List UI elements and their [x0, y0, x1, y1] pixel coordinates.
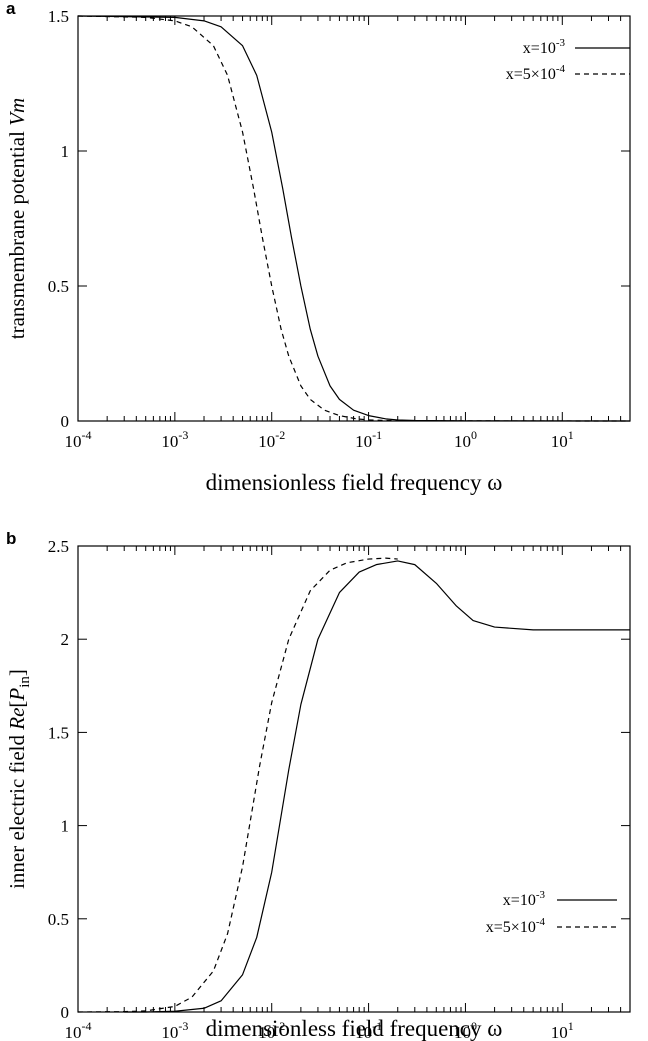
y-axis-label-subscript: in — [17, 676, 33, 688]
y-axis-label-symbol: Re — [5, 708, 29, 731]
x-tick-exponent: -4 — [82, 428, 92, 442]
x-axis-label: dimensionless field frequency ω — [206, 470, 503, 495]
y-tick-label: 1 — [61, 817, 70, 836]
y-tick-label: 0.5 — [48, 277, 69, 296]
legend-label-text: x=5×10 — [486, 919, 536, 936]
series-line-solid — [77, 15, 631, 422]
x-tick-label: 100 — [454, 428, 477, 451]
x-tick-exponent: 0 — [471, 428, 477, 442]
x-tick-base: 10 — [454, 432, 471, 451]
legend-label: x=5×10-4 — [506, 63, 566, 83]
y-axis-label-symbol-p: P — [5, 688, 29, 702]
panel-a-transmembrane-potential-chart: a00.511.510-4 10-3 10-2 10-1 100 101dimension… — [5, 0, 631, 495]
x-tick-label: 10-3 — [161, 428, 188, 451]
x-tick-exponent: 0 — [471, 1019, 477, 1033]
y-axis-label-text: transmembrane potential — [5, 126, 29, 339]
y-tick-label: 0 — [61, 1003, 70, 1022]
y-axis-label: transmembrane potential Vm — [5, 98, 29, 339]
legend-label-text: x=10 — [503, 892, 536, 909]
legend-label-exponent: -3 — [536, 889, 546, 901]
legend-label-text: x=5×10 — [506, 66, 556, 83]
y-axis-label-bracket: [ — [5, 701, 29, 708]
y-tick-label: 1 — [61, 142, 70, 161]
x-tick-base: 10 — [355, 432, 372, 451]
x-tick-exponent: -4 — [82, 1019, 92, 1033]
x-tick-exponent: 1 — [568, 428, 574, 442]
y-axis-label-symbol: Vm — [5, 98, 29, 126]
y-axis-label: inner electric field Re[Pin] — [5, 669, 33, 889]
x-tick-label: 10-2 — [258, 428, 285, 451]
x-tick-label: 101 — [551, 1019, 574, 1041]
x-tick-base: 10 — [551, 1023, 568, 1041]
x-tick-base: 10 — [355, 1023, 372, 1041]
x-tick-label: 10-3 — [161, 1019, 188, 1041]
x-tick-base: 10 — [65, 432, 82, 451]
panel-b-inner-electric-field-chart: b00.511.522.510-4 10-3 10-2 10-1 100 101dimen… — [5, 529, 631, 1041]
legend-label-exponent: -4 — [536, 916, 546, 928]
x-tick-exponent: 1 — [568, 1019, 574, 1033]
x-axis-label: dimensionless field frequency ω — [206, 1016, 503, 1041]
legend-label: x=5×10-4 — [486, 916, 546, 936]
legend-label: x=10-3 — [523, 37, 566, 57]
y-tick-label: 0.5 — [48, 910, 69, 929]
y-tick-label: 0 — [61, 412, 70, 431]
panel-letter: b — [6, 529, 16, 548]
x-tick-label: 101 — [551, 428, 574, 451]
x-tick-exponent: -1 — [372, 428, 382, 442]
plot-frame — [77, 545, 631, 1013]
x-tick-label: 10-1 — [355, 428, 382, 451]
x-tick-exponent: -3 — [178, 1019, 188, 1033]
x-tick-label: 10-2 — [258, 1019, 285, 1041]
legend-label: x=10-3 — [503, 889, 546, 909]
legend-label-exponent: -4 — [556, 63, 566, 75]
y-tick-label: 1.5 — [48, 723, 69, 742]
x-tick-exponent: -2 — [275, 428, 285, 442]
x-tick-label: 100 — [454, 1019, 477, 1041]
x-tick-exponent: -3 — [178, 428, 188, 442]
x-tick-base: 10 — [258, 432, 275, 451]
series-line-dashed — [77, 557, 398, 1013]
y-axis-label-text: inner electric field — [5, 730, 29, 889]
panel-letter: a — [6, 0, 16, 18]
series-line-dashed — [77, 15, 631, 422]
x-tick-label: 10-4 — [65, 1019, 92, 1041]
y-tick-label: 2 — [61, 630, 70, 649]
x-tick-base: 10 — [161, 432, 178, 451]
x-tick-label: 10-4 — [65, 428, 92, 451]
x-tick-base: 10 — [258, 1023, 275, 1041]
x-tick-base: 10 — [161, 1023, 178, 1041]
x-tick-base: 10 — [65, 1023, 82, 1041]
x-tick-base: 10 — [551, 432, 568, 451]
y-tick-label: 2.5 — [48, 537, 69, 556]
x-tick-base: 10 — [454, 1023, 471, 1041]
legend-label-text: x=10 — [523, 40, 556, 57]
x-tick-exponent: -2 — [275, 1019, 285, 1033]
y-axis-label-bracket-close: ] — [5, 669, 29, 676]
series-line-solid — [124, 560, 630, 1013]
legend-label-exponent: -3 — [556, 37, 566, 49]
x-tick-exponent: -1 — [372, 1019, 382, 1033]
x-tick-label: 10-1 — [355, 1019, 382, 1041]
y-tick-label: 1.5 — [48, 7, 69, 26]
